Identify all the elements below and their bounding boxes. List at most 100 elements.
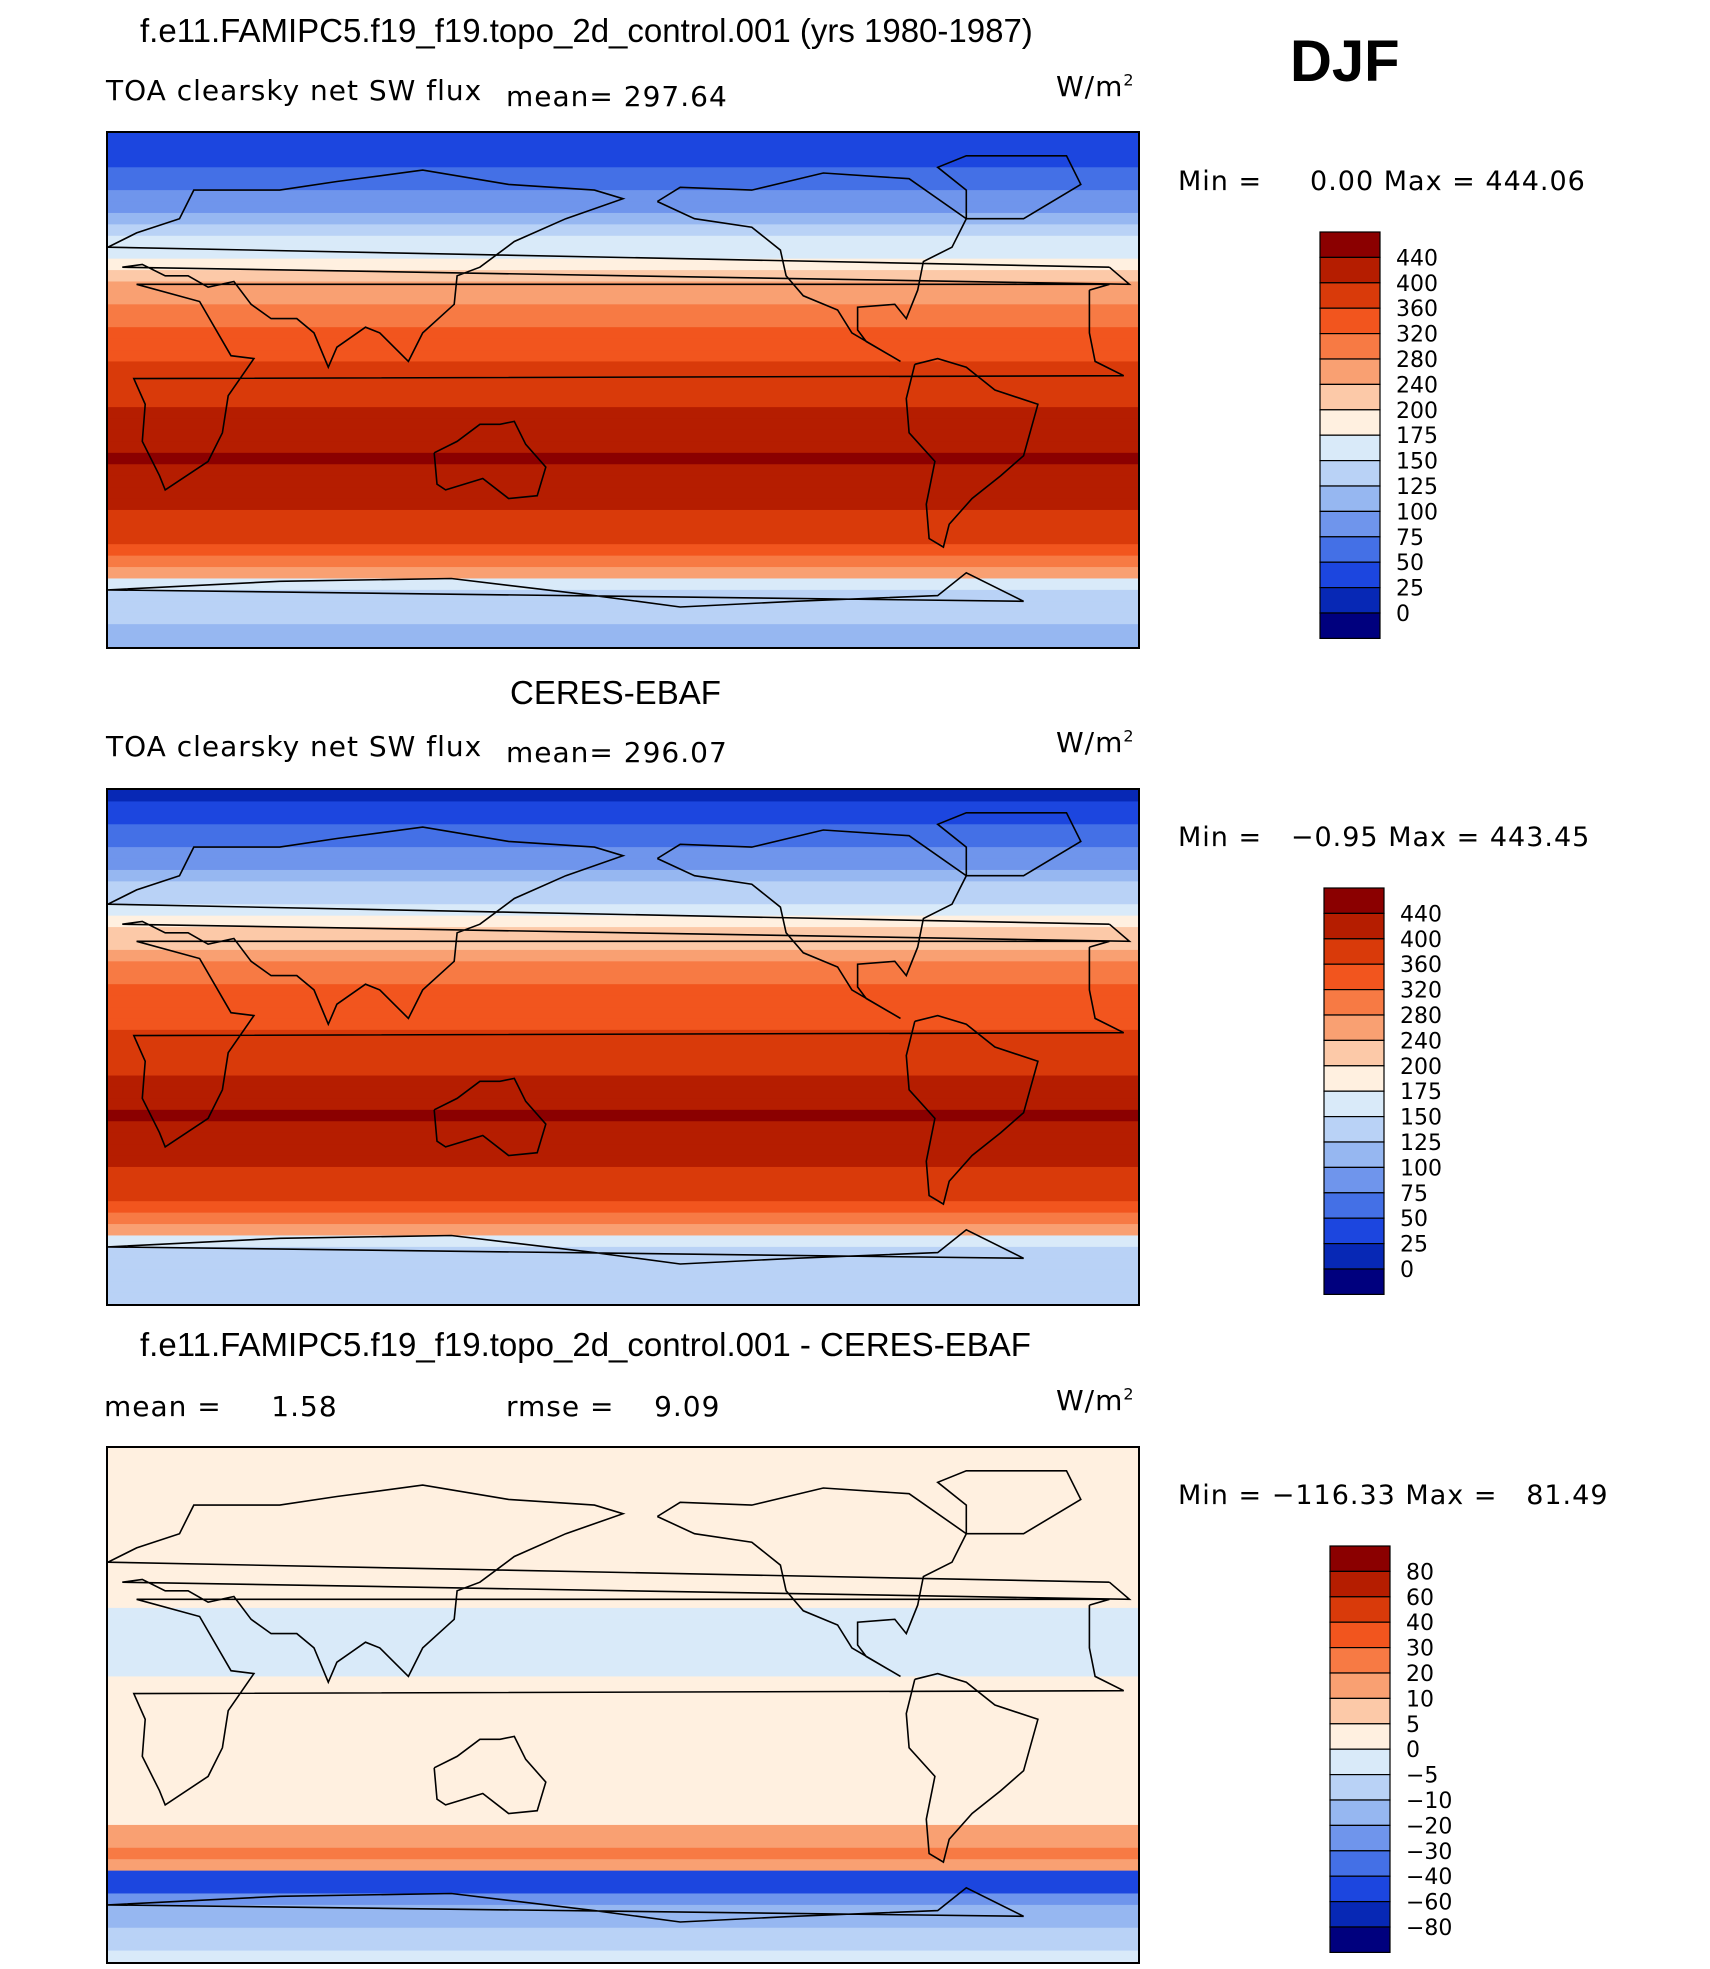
map-band — [108, 1847, 1138, 1860]
coastline — [132, 940, 1125, 1149]
map-band — [108, 1155, 1138, 1168]
colorbar-label: 50 — [1396, 551, 1424, 576]
map-band — [108, 1916, 1138, 1929]
map-band — [108, 1665, 1138, 1678]
map-band — [108, 1539, 1138, 1552]
map-band — [108, 1642, 1138, 1655]
coastlines — [108, 812, 1132, 1265]
coastline — [656, 172, 968, 363]
map-band — [108, 1235, 1138, 1248]
panel2-variable: TOA clearsky net SW flux — [106, 730, 483, 763]
map-band — [108, 144, 1138, 157]
map-band — [108, 1722, 1138, 1735]
map-band — [108, 1109, 1138, 1122]
coastline — [108, 571, 1024, 608]
map-band — [108, 1710, 1138, 1723]
colorbar-label: 150 — [1396, 450, 1438, 475]
map-band — [108, 1733, 1138, 1746]
map-band — [108, 1527, 1138, 1540]
panel3-title: f.e11.FAMIPC5.f19_f19.topo_2d_control.00… — [140, 1326, 1031, 1363]
map-band — [108, 1653, 1138, 1666]
coastline — [905, 1672, 1039, 1864]
colorbar-swatch — [1323, 1166, 1385, 1194]
coastline — [656, 1487, 968, 1678]
map-band — [108, 892, 1138, 905]
map-band — [108, 1824, 1138, 1837]
map-band — [108, 858, 1138, 871]
map-band — [108, 1493, 1138, 1506]
map-band — [108, 624, 1138, 637]
colorbar-label: 100 — [1400, 1156, 1442, 1181]
map-band — [108, 475, 1138, 488]
map-bands — [108, 133, 1138, 647]
map-band — [108, 1189, 1138, 1202]
panel1-max-label: Max = — [1383, 166, 1476, 197]
colorbar-swatch — [1323, 1192, 1385, 1219]
map-band — [108, 1075, 1138, 1088]
colorbar-swatch — [1329, 1646, 1391, 1674]
coastline — [108, 1484, 1132, 1685]
map-band — [108, 1269, 1138, 1282]
colorbar-label: 280 — [1400, 1004, 1442, 1029]
map-band — [108, 212, 1138, 225]
map-band — [108, 801, 1138, 814]
coastline — [108, 826, 1132, 1027]
colorbar-label: −30 — [1406, 1840, 1452, 1865]
map-band — [108, 418, 1138, 431]
map-band — [108, 178, 1138, 191]
colorbar-swatch — [1323, 1268, 1385, 1295]
map-band — [108, 327, 1138, 340]
colorbar-swatch — [1323, 887, 1385, 914]
colorbar-swatch — [1329, 1901, 1391, 1928]
colorbar-label: 0 — [1406, 1738, 1420, 1763]
map-band — [108, 1212, 1138, 1225]
panel1-mean-label: mean= — [506, 80, 614, 113]
colorbar-label: −60 — [1406, 1891, 1452, 1916]
panel3-rmse: rmse = 9.09 — [506, 1390, 720, 1423]
colorbar-swatch — [1319, 231, 1381, 258]
panel1-colorbar: 440 400 360 320 280 240 200 175 150 125 100 75 50 25 0 — [1319, 231, 1440, 646]
panel3-min-label: Min = — [1178, 1480, 1263, 1511]
map-band — [108, 224, 1138, 237]
colorbar-label: 175 — [1400, 1080, 1442, 1105]
colorbar-swatch — [1329, 1697, 1391, 1725]
panel1-map — [106, 131, 1140, 649]
map-band — [108, 521, 1138, 534]
panel3-units: W/m2 — [1056, 1384, 1135, 1417]
coastline — [433, 1077, 547, 1157]
map-bands — [108, 790, 1138, 1304]
map-band — [108, 1166, 1138, 1179]
panel3-mean-value: 1.58 — [271, 1390, 338, 1423]
colorbar-swatch — [1329, 1596, 1391, 1623]
colorbar-label: 280 — [1396, 348, 1438, 373]
coastline — [656, 829, 968, 1020]
panel1-max-value: 444.06 — [1485, 166, 1586, 197]
panel2-colorbar: 440 400 360 320 280 240 200 175 150 125 100 75 50 25 0 — [1323, 887, 1444, 1302]
map-band — [108, 155, 1138, 168]
map-band — [108, 1607, 1138, 1620]
map-bands — [108, 1448, 1138, 1962]
map-band — [108, 1516, 1138, 1529]
panel1-title: f.e11.FAMIPC5.f19_f19.topo_2d_control.00… — [140, 12, 1033, 49]
map-band — [108, 1619, 1138, 1632]
panel1-mean-value: 297.64 — [623, 80, 728, 113]
map-band — [108, 1756, 1138, 1769]
map-band — [108, 247, 1138, 260]
map-band — [108, 1064, 1138, 1077]
map-band — [108, 1596, 1138, 1609]
colorbar-swatch — [1319, 282, 1381, 309]
panel3-mean-label: mean = — [104, 1390, 222, 1423]
panel1-map-svg — [108, 133, 1138, 647]
coastline — [433, 1735, 547, 1815]
colorbar-label: 320 — [1396, 323, 1438, 348]
map-band — [108, 1859, 1138, 1872]
colorbar-label: 400 — [1396, 272, 1438, 297]
map-band — [108, 1258, 1138, 1271]
panel2-map — [106, 788, 1140, 1306]
map-band — [108, 1224, 1138, 1237]
colorbar-swatch — [1323, 1243, 1385, 1270]
colorbar-swatch — [1329, 1926, 1391, 1953]
season-label: DJF — [1290, 29, 1400, 94]
colorbar-label: 100 — [1396, 500, 1438, 525]
colorbar-swatch — [1323, 1141, 1385, 1168]
